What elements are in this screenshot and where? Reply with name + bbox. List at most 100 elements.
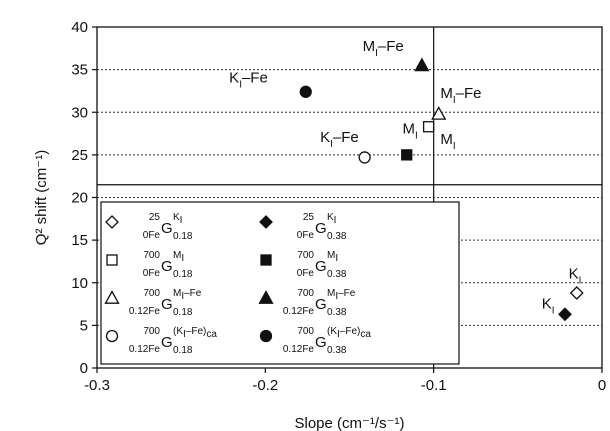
annotation-sub: I (239, 79, 242, 90)
point-kfe-018 (358, 151, 371, 164)
legend-marker-k-038 (259, 215, 273, 229)
y-tick-label: 20 (71, 190, 88, 207)
legend-sup-main: (K (327, 326, 337, 337)
legend-main: G (161, 220, 173, 237)
legend-sup-tail-sub: ca (360, 329, 371, 340)
annotation-tail: –Fe (378, 38, 404, 55)
legend-sup-main: K (327, 212, 334, 223)
legend-box (100, 201, 460, 365)
legend-main: G (161, 334, 173, 351)
data-points (299, 57, 584, 322)
annotation-sub: I (453, 95, 456, 106)
y-tick-label: 0 (80, 360, 88, 377)
annotation-tail: –Fe (242, 69, 268, 86)
annotation-sub: I (579, 275, 582, 286)
legend-sup: MI (173, 250, 184, 264)
x-tick-label: -0.1 (421, 377, 447, 394)
annotation-ann-kfe-top: KI–Fe (229, 69, 268, 90)
legend-pre-sub: 0Fe (143, 230, 161, 241)
legend-pre-sub: 0Fe (297, 268, 315, 279)
annotation-tail: –Fe (456, 85, 482, 102)
legend-sub: 0.38 (327, 231, 347, 242)
legend-sup-sub: I (334, 215, 337, 226)
legend-sup-main: M (173, 250, 181, 261)
legend-pre-sup: 700 (297, 250, 314, 261)
point-k-018 (569, 286, 584, 300)
legend-sup: MI–Fe (327, 288, 356, 302)
annotation-main: K (569, 265, 579, 282)
legend-sup-main: M (327, 288, 335, 299)
x-tick-label: -0.3 (84, 377, 110, 394)
annotation-main: M (440, 131, 453, 148)
legend-main: G (315, 258, 327, 275)
legend-sup: KI (327, 212, 336, 226)
legend-sup: MI–Fe (173, 288, 202, 302)
legend-pre-sup: 700 (143, 288, 160, 299)
legend-sup: KI (173, 212, 182, 226)
annotation-ann-kfe-left: KI–Fe (320, 129, 359, 150)
legend-sup-tail: –Fe) (340, 326, 361, 337)
legend-sub: 0.38 (327, 307, 347, 318)
y-tick-label: 35 (71, 62, 88, 79)
annotation-sub: I (552, 305, 555, 316)
legend-sub: 0.38 (327, 345, 347, 356)
point-mfe-038 (414, 57, 430, 72)
annotation-ann-k-top: KI (569, 265, 582, 286)
legend-sup: (KI–Fe)ca (327, 326, 371, 340)
legend-sup-tail-sub: ca (206, 329, 217, 340)
x-tick-label: 0 (598, 377, 606, 394)
legend-marker-k-018 (105, 215, 119, 229)
legend-sub: 0.18 (173, 307, 193, 318)
legend-pre-sub: 0.12Fe (283, 306, 315, 317)
annotation-ann-k-bot: KI (542, 295, 555, 316)
legend-sub: 0.18 (173, 231, 193, 242)
legend-marker-mfe-018 (104, 290, 120, 304)
legend-sup: (KI–Fe)ca (173, 326, 217, 340)
point-k-038 (558, 307, 572, 322)
legend-sup-main: M (173, 288, 181, 299)
x-axis-label: Slope (cm⁻¹/s⁻¹) (294, 415, 404, 431)
legend-sup-sub: I (180, 215, 183, 226)
legend-pre-sup: 700 (143, 250, 160, 261)
legend-pre-sup: 25 (149, 212, 161, 223)
legend-marker-m-038 (260, 254, 272, 266)
y-tick-label: 30 (71, 104, 88, 121)
point-m-038 (401, 149, 413, 161)
legend-pre-sup: 700 (297, 288, 314, 299)
legend-marker-kfe-038 (259, 329, 273, 343)
y-tick-label: 10 (71, 275, 88, 292)
legend-main: G (315, 334, 327, 351)
legend-pre-sup: 700 (143, 326, 160, 337)
legend-pre-sub: 0.12Fe (129, 344, 161, 355)
legend-sup: MI (327, 250, 338, 264)
legend-sup-sub: I (335, 291, 338, 302)
x-tick-label: -0.2 (252, 377, 278, 394)
legend-pre-sub: 0Fe (143, 268, 161, 279)
legend-sup-tail: –Fe (184, 288, 202, 299)
legend-sup-main: M (327, 250, 335, 261)
annotation-ann-mfe-top: MI–Fe (363, 38, 404, 59)
legend-pre-sup: 700 (297, 326, 314, 337)
legend-main: G (315, 296, 327, 313)
legend-main: G (161, 258, 173, 275)
annotation-main: K (229, 69, 239, 86)
legend-sub: 0.18 (173, 269, 193, 280)
point-m-018 (422, 121, 435, 133)
y-tick-label: 15 (71, 232, 88, 249)
legend-sup-sub: I (337, 329, 340, 340)
legend-marker-mfe-038 (258, 290, 274, 304)
legend-sup-tail: –Fe (338, 288, 356, 299)
legend-marker-m-018 (106, 254, 118, 266)
annotation-sub: I (375, 48, 378, 59)
annotation-sub: I (453, 141, 456, 152)
annotation-main: K (320, 129, 330, 146)
annotation-main: M (440, 85, 453, 102)
annotation-tail: –Fe (333, 129, 359, 146)
annotation-main: M (402, 121, 415, 138)
legend-main: G (161, 296, 173, 313)
y-tick-label: 25 (71, 147, 88, 164)
y-tick-label: 40 (71, 19, 88, 36)
